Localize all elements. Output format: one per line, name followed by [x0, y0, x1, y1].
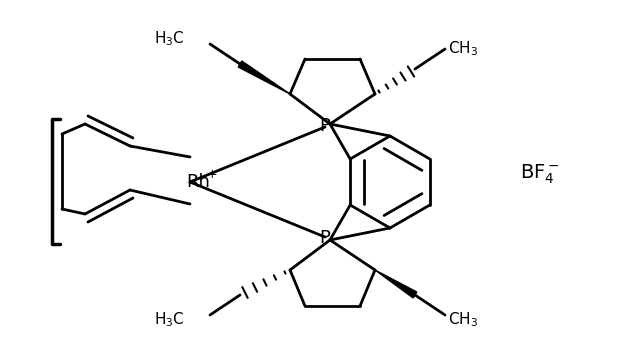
- Polygon shape: [375, 270, 417, 298]
- Text: CH$_3$: CH$_3$: [448, 310, 478, 329]
- Text: H$_3$C: H$_3$C: [154, 310, 185, 329]
- Text: CH$_3$: CH$_3$: [448, 40, 478, 58]
- Text: +: +: [207, 169, 218, 182]
- Polygon shape: [238, 61, 290, 94]
- Text: H$_3$C: H$_3$C: [154, 29, 185, 48]
- Text: Rh: Rh: [186, 173, 210, 191]
- Text: P: P: [319, 229, 330, 247]
- Text: BF$_4^-$: BF$_4^-$: [520, 162, 560, 186]
- Text: P: P: [319, 117, 330, 135]
